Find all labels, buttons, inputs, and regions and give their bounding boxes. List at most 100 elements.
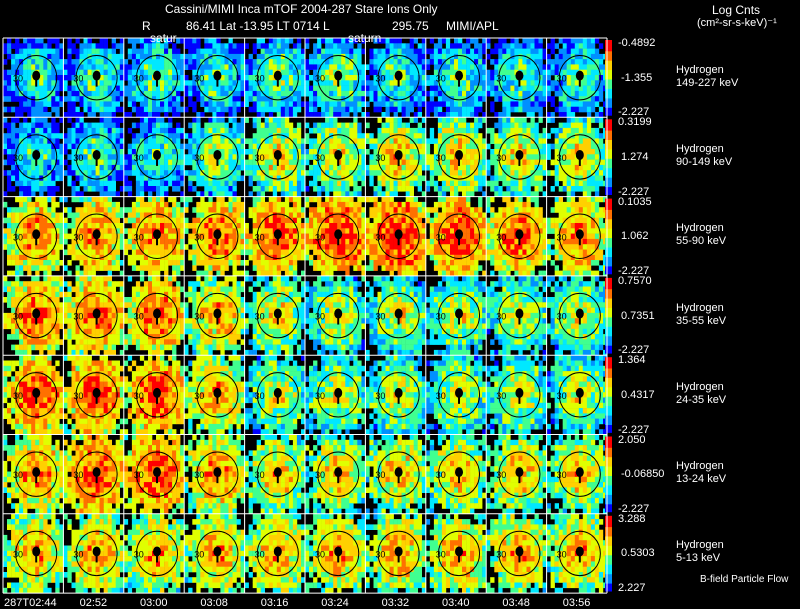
pixel-cell (433, 80, 439, 86)
pixel-cell (131, 207, 137, 213)
ring-circle (377, 54, 420, 101)
pixel-cell (337, 138, 342, 144)
pixel-cell (260, 191, 265, 197)
pixel-cell (212, 138, 217, 144)
pixel-cell (27, 180, 32, 187)
pixel-cell (454, 43, 459, 49)
pixel-cell (268, 117, 274, 123)
pixel-cell (377, 149, 382, 155)
pixel-cell (79, 212, 84, 219)
pixel-cell (397, 101, 402, 107)
pixel-cell (115, 201, 120, 208)
pixel-cell (236, 90, 241, 97)
pixel-cell (570, 90, 576, 97)
pixel-cell (216, 127, 221, 134)
pixel-cell (494, 96, 499, 102)
pixel-cell (232, 270, 237, 277)
pixel-cell (578, 85, 584, 92)
pixel-cell (482, 164, 487, 171)
pixel-cell (582, 38, 588, 44)
pixel-cell (288, 164, 294, 171)
pixel-cell (35, 85, 40, 92)
pixel-cell (458, 90, 463, 97)
pixel-cell (156, 64, 161, 70)
pixel-cell (582, 133, 588, 139)
pixel-cell (586, 159, 592, 166)
pixel-cell (23, 48, 28, 55)
pixel-cell (115, 254, 120, 261)
pixel-cell (148, 244, 153, 250)
pixel-cell (252, 207, 257, 213)
pixel-cell (305, 154, 310, 160)
pixel-cell (83, 244, 88, 250)
pixel-cell (301, 53, 306, 60)
pixel-cell (212, 249, 217, 256)
pixel-cell (23, 265, 28, 271)
pixel-cell (542, 159, 547, 166)
pixel-cell (204, 212, 209, 219)
pixel-cell (19, 96, 24, 102)
pixel-cell (220, 238, 225, 245)
pixel-cell (506, 96, 511, 102)
pixel-cell (490, 133, 495, 139)
pixel-cell (506, 43, 511, 49)
pixel-cell (417, 154, 422, 160)
pixel-cell (200, 207, 205, 213)
pixel-cell (244, 260, 249, 266)
pixel-cell (502, 133, 507, 139)
pixel-cell (99, 249, 104, 256)
pixel-cell (31, 186, 36, 192)
pixel-cell (15, 90, 20, 97)
pixel-cell (99, 85, 104, 92)
pixel-cell (111, 127, 116, 134)
pixel-cell (11, 69, 16, 76)
image-panel: 30 (184, 196, 245, 277)
pixel-cell (337, 133, 342, 139)
pixel-cell (204, 48, 209, 55)
pixel-cell (139, 133, 145, 139)
pixel-cell (168, 117, 173, 123)
pixel-cell (526, 80, 531, 86)
pixel-cell (309, 170, 314, 176)
pixel-cell (296, 80, 302, 86)
pixel-cell (252, 170, 257, 176)
pixel-cell (401, 138, 406, 144)
pixel-cell (260, 106, 265, 113)
pixel-cell (276, 48, 282, 55)
pixel-cell (582, 127, 588, 134)
pixel-cell (341, 38, 346, 44)
pixel-cell (39, 106, 44, 113)
pixel-cell (192, 85, 197, 92)
pixel-cell (409, 170, 414, 176)
pixel-cell (292, 43, 298, 49)
pixel-cell (462, 64, 467, 70)
pixel-cell (445, 85, 451, 92)
pixel-cell (570, 64, 576, 70)
pixel-cell (148, 170, 153, 176)
pixel-cell (172, 133, 177, 139)
pixel-cell (514, 186, 519, 192)
pixel-cell (381, 48, 386, 55)
pixel-cell (268, 164, 274, 171)
pixel-cell (184, 106, 189, 113)
pixel-cell (228, 64, 233, 70)
pixel-cell (111, 122, 116, 129)
pixel-cell (11, 53, 16, 60)
colorbar-segment (605, 162, 612, 165)
pixel-cell (55, 244, 60, 250)
pixel-cell (204, 254, 209, 261)
pixel-cell (566, 38, 571, 44)
pixel-cell (321, 180, 326, 187)
pixel-cell (570, 191, 576, 197)
pixel-cell (164, 106, 169, 113)
pixel-cell (27, 85, 32, 92)
pixel-cell (23, 96, 28, 102)
pixel-cell (385, 133, 390, 139)
pixel-cell (454, 96, 459, 102)
pixel-cell (164, 207, 169, 213)
pixel-cell (216, 270, 221, 277)
pixel-cell (409, 159, 414, 166)
pixel-cell (345, 170, 350, 176)
pixel-cell (510, 101, 515, 107)
ring-circle (558, 134, 601, 180)
